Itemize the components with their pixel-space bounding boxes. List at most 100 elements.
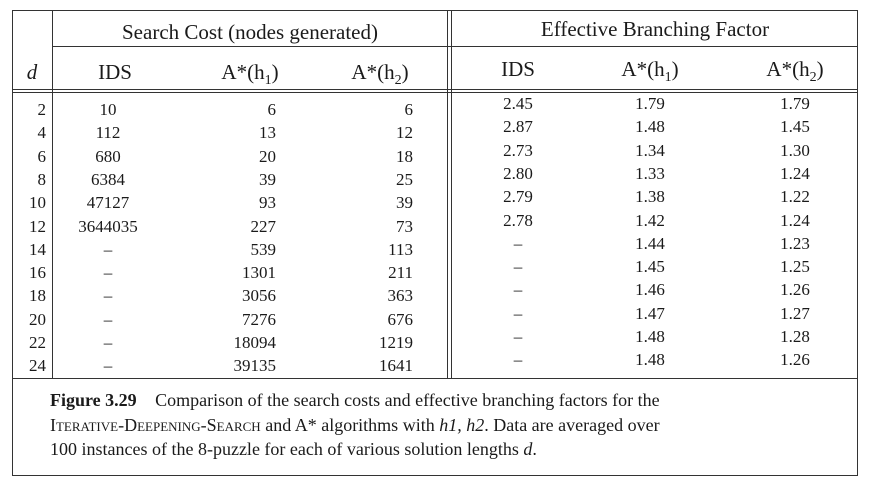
h2-cost-cell: 363 — [387, 286, 414, 306]
h2-cost-cell: 113 — [388, 239, 413, 259]
d-cell: 18 — [29, 286, 46, 306]
ids-ebf-cell: – — [513, 257, 523, 277]
d-cell: 12 — [29, 216, 46, 236]
h2-cost-cell: 6 — [404, 100, 414, 119]
ids-cost-header: IDS — [98, 60, 132, 84]
h1-ebf-header: A*(h1) — [621, 57, 679, 86]
d-cell: 14 — [29, 239, 46, 259]
h2-cost-cell: 39 — [396, 193, 413, 213]
divider-section-right — [451, 10, 453, 378]
ids-ebf-cell: – — [513, 303, 523, 323]
h2-ebf-header: A*(h2) — [766, 57, 824, 86]
ids-ebf-cell: – — [513, 350, 523, 370]
h1-cost-cell: 1301 — [242, 263, 276, 283]
h2-cost-cell: 1641 — [379, 356, 413, 376]
h2-ebf-cell: 1.45 — [780, 117, 810, 137]
h1-ebf-cell: 1.47 — [635, 303, 665, 323]
d-cell: 6 — [37, 146, 47, 166]
h2-ebf-cell: 1.25 — [780, 257, 810, 277]
h1-ebf-cell: 1.48 — [635, 327, 665, 346]
ids-cost-cell: – — [103, 239, 113, 259]
column-header-divider-2 — [12, 92, 858, 94]
h1-cost-cell: 20 — [259, 146, 276, 166]
h1-ebf-cell: 1.48 — [635, 350, 665, 370]
table-frame — [12, 10, 858, 476]
d-cell: 8 — [37, 169, 47, 189]
ids-ebf-cell: 2.78 — [503, 210, 533, 230]
h1-ebf-cell: 1.34 — [635, 140, 665, 160]
figure-caption: Figure 3.29 Comparison of the search cos… — [50, 390, 660, 459]
h2-cost-cell: 1219 — [379, 333, 413, 352]
h2-ebf-cell: 1.22 — [780, 187, 810, 207]
algorithm-name: Iterative-Deepening-Search — [50, 414, 261, 435]
h2-ebf-cell: 1.28 — [780, 327, 810, 346]
d-column-header: d — [26, 60, 38, 84]
h2-ebf-cell: 1.26 — [780, 280, 810, 300]
h1-ebf-cell: 1.46 — [635, 280, 665, 300]
caption-divider — [12, 378, 858, 380]
ids-cost-cell: 3644035 — [78, 216, 138, 236]
h1-ebf-cell: 1.45 — [635, 257, 665, 277]
h1-cost-cell: 93 — [259, 193, 276, 213]
h1-ebf-cell: 1.44 — [635, 233, 665, 253]
h1-ebf-cell: 1.79 — [635, 94, 665, 113]
ids-cost-cell: – — [103, 333, 113, 352]
ids-ebf-cell: – — [513, 280, 523, 300]
ebf-header: Effective Branching Factor — [540, 17, 770, 41]
h1-ebf-cell: 1.38 — [635, 187, 665, 207]
ids-ebf-cell: 2.45 — [503, 94, 533, 113]
ids-ebf-cell: 2.79 — [503, 187, 533, 207]
d-cell: 22 — [29, 333, 46, 352]
ids-ebf-cell: 2.73 — [503, 140, 533, 160]
search-cost-header: Search Cost (nodes generated) — [122, 20, 378, 44]
ids-cost-cell: 680 — [95, 146, 121, 166]
h1-cost-cell: 13 — [259, 123, 276, 143]
d-cell: 10 — [29, 193, 46, 213]
ids-ebf-cell: – — [513, 327, 523, 346]
ids-cost-cell: 6384 — [91, 169, 125, 189]
h1-cost-cell: 18094 — [233, 333, 277, 352]
h1-cost-cell: 539 — [250, 239, 277, 259]
h2-cost-header: A*(h2) — [351, 60, 409, 89]
h1-cost-cell: 227 — [250, 216, 277, 236]
h1-ebf-cell: 1.33 — [635, 163, 665, 183]
divider-section-left — [447, 10, 449, 378]
ids-ebf-header: IDS — [501, 57, 535, 81]
ids-ebf-cell: – — [513, 233, 523, 253]
h2-cost-cell: 18 — [396, 146, 413, 166]
h1-cost-header: A*(h1) — [221, 60, 279, 89]
h2-cost-cell: 211 — [388, 263, 413, 283]
ids-cost-cell: – — [103, 286, 113, 306]
h1-cost-cell: 7276 — [242, 309, 276, 329]
h1-cost-cell: 6 — [267, 100, 277, 119]
h2-ebf-cell: 1.24 — [780, 210, 810, 230]
h2-cost-cell: 73 — [396, 216, 413, 236]
ids-cost-cell: – — [103, 263, 113, 283]
d-cell: 16 — [29, 263, 46, 283]
h1-ebf-cell: 1.48 — [635, 117, 665, 137]
h2-cost-cell: 12 — [396, 123, 413, 143]
h2-ebf-cell: 1.30 — [780, 140, 810, 160]
h2-ebf-cell: 1.27 — [780, 303, 810, 323]
figure-label: Figure 3.29 — [50, 390, 137, 410]
ids-cost-cell: – — [103, 309, 113, 329]
d-cell: 2 — [37, 100, 47, 119]
ids-cost-cell: 10 — [99, 100, 117, 119]
d-cell: 24 — [29, 356, 46, 376]
h2-ebf-cell: 1.24 — [780, 163, 810, 183]
h1-cost-cell: 3056 — [242, 286, 276, 306]
header-divider — [52, 46, 858, 48]
h1-cost-cell: 39135 — [233, 356, 277, 376]
d-cell: 20 — [29, 309, 46, 329]
ids-ebf-cell: 2.87 — [503, 117, 533, 137]
h2-cost-cell: 25 — [396, 169, 413, 189]
h2-ebf-cell: 1.26 — [780, 350, 810, 370]
h2-ebf-cell: 1.79 — [780, 94, 810, 113]
h1-ebf-cell: 1.42 — [635, 210, 665, 230]
d-cell: 4 — [37, 123, 47, 143]
ids-cost-cell: – — [103, 356, 113, 376]
h2-ebf-cell: 1.23 — [780, 233, 810, 253]
h2-cost-cell: 676 — [387, 309, 414, 329]
ids-ebf-cell: 2.80 — [503, 163, 533, 183]
column-header-divider-1 — [12, 89, 858, 91]
